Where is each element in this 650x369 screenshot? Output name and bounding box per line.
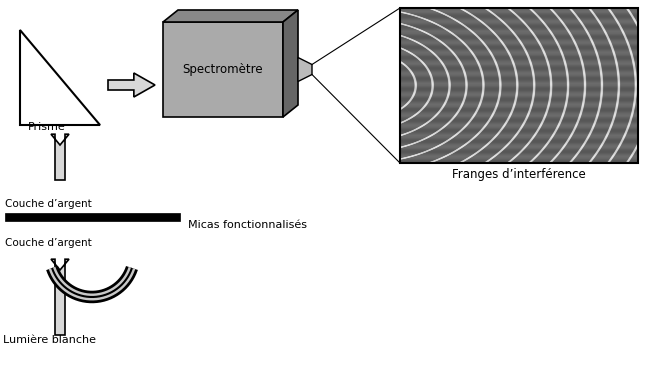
Text: Prisme: Prisme bbox=[28, 122, 66, 132]
Polygon shape bbox=[283, 10, 298, 117]
Bar bbox=[163, 22, 283, 117]
Bar bbox=[400, 8, 638, 163]
Text: Couche d’argent: Couche d’argent bbox=[5, 238, 92, 248]
Polygon shape bbox=[51, 134, 69, 180]
Text: Spectromètre: Spectromètre bbox=[183, 63, 263, 76]
Polygon shape bbox=[298, 58, 312, 82]
Text: Micas fonctionnalisés: Micas fonctionnalisés bbox=[188, 220, 307, 230]
Polygon shape bbox=[51, 259, 69, 335]
Text: Franges d’interférence: Franges d’interférence bbox=[452, 168, 586, 181]
Bar bbox=[5, 213, 180, 221]
Polygon shape bbox=[163, 10, 298, 22]
Text: Couche d’argent: Couche d’argent bbox=[5, 199, 92, 209]
Polygon shape bbox=[108, 73, 155, 97]
Text: Lumière blanche: Lumière blanche bbox=[3, 335, 96, 345]
